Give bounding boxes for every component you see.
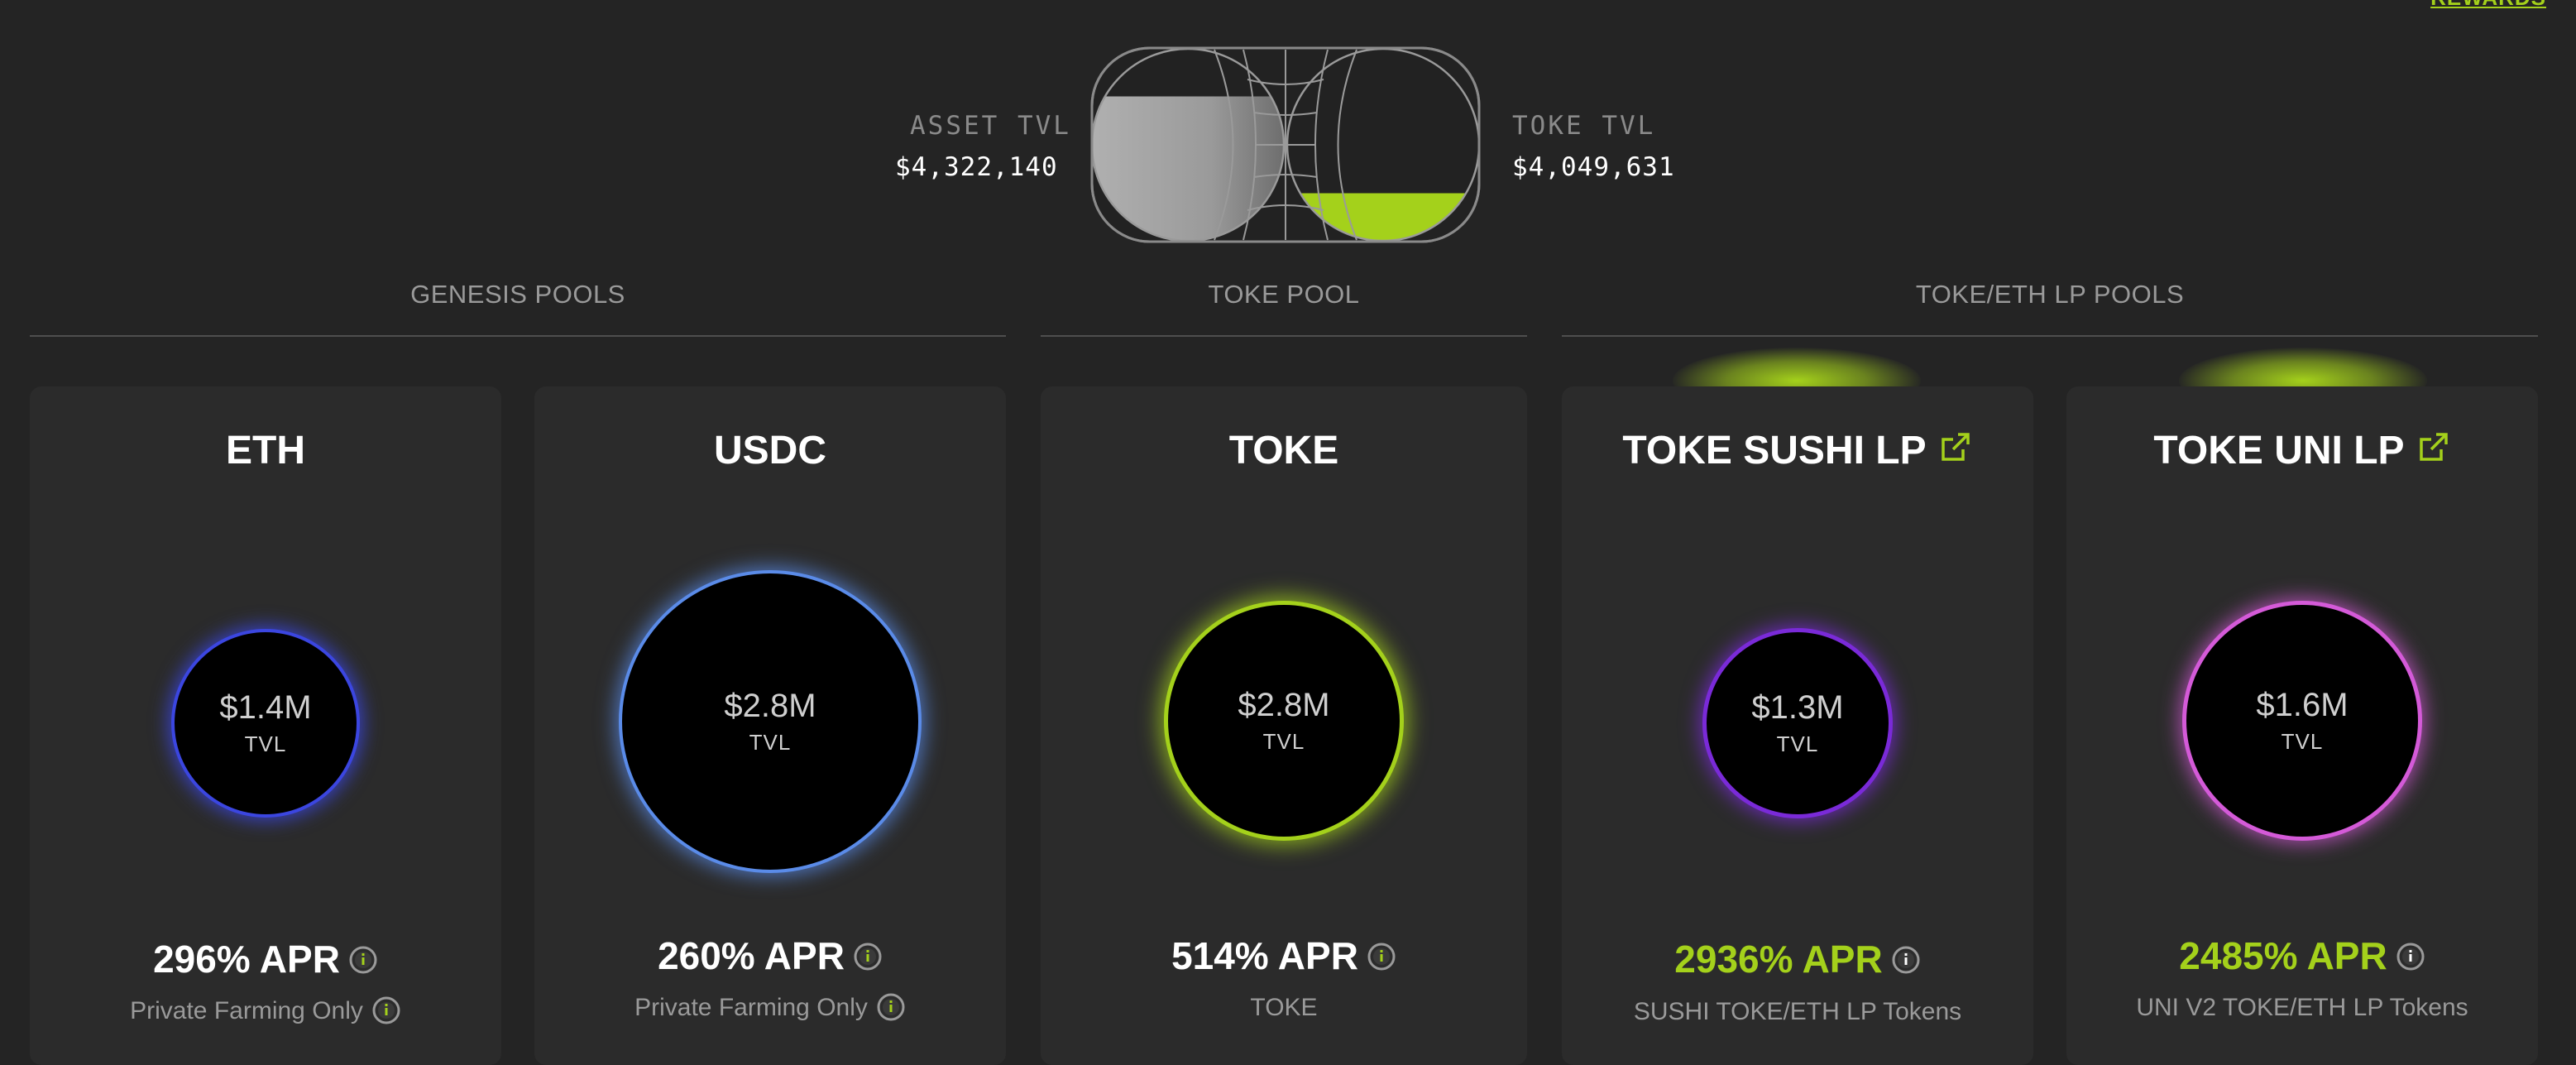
tvl-value: $1.6M — [2256, 687, 2349, 723]
apr-value: 260% APR — [534, 933, 1006, 978]
pool-title-text: TOKE SUSHI LP — [1622, 429, 1927, 473]
tvl-value: $2.8M — [1238, 687, 1330, 723]
info-icon[interactable] — [348, 945, 378, 975]
apr-text: 296% APR — [153, 938, 340, 981]
apr-text: 260% APR — [658, 934, 845, 977]
info-icon[interactable] — [1367, 942, 1396, 971]
pool-title: TOKE — [1228, 429, 1339, 473]
pool-note: Private Farming Only — [30, 995, 501, 1025]
external-link-icon[interactable] — [2416, 429, 2451, 464]
note-text: UNI V2 TOKE/ETH LP Tokens — [2136, 994, 2468, 1021]
apr-text: 2936% APR — [1674, 938, 1883, 981]
tvl-label: TVL — [2281, 729, 2324, 754]
pool-card-toke[interactable]: TOKE $2.8M TVL 514% APR TOKE — [1041, 386, 1527, 1065]
tvl-orb: $2.8M TVL — [1168, 605, 1400, 837]
info-icon[interactable] — [371, 995, 401, 1025]
apr-value: 2485% APR — [2066, 933, 2538, 978]
tvl-label: TVL — [749, 730, 792, 755]
section-divider — [1562, 335, 2538, 337]
toke-tvl-value: $4,049,631 — [1512, 152, 1675, 182]
section-divider — [1041, 335, 1527, 337]
apr-text: 514% APR — [1171, 934, 1358, 977]
asset-tvl-label: ASSET TVL — [910, 111, 1071, 141]
apr-value: 2936% APR — [1562, 937, 2033, 981]
info-icon[interactable] — [2396, 942, 2425, 971]
pool-card-usdc[interactable]: USDC $2.8M TVL 260% APR Private Farming … — [534, 386, 1006, 1065]
note-text: Private Farming Only — [634, 994, 868, 1021]
tvl-value: $1.4M — [219, 689, 312, 726]
section-divider — [30, 335, 1006, 337]
tvl-orb: $1.6M TVL — [2186, 605, 2418, 837]
tvl-label: TVL — [1262, 729, 1305, 754]
pool-note: SUSHI TOKE/ETH LP Tokens — [1562, 998, 2033, 1026]
section-title-toke-pool: TOKE POOL — [1208, 280, 1360, 309]
apr-value: 514% APR — [1041, 933, 1527, 978]
pool-note: UNI V2 TOKE/ETH LP Tokens — [2066, 994, 2538, 1022]
pool-title: TOKE UNI LP — [2066, 428, 2538, 473]
info-icon[interactable] — [1891, 945, 1921, 975]
tvl-orb: $1.4M TVL — [175, 632, 357, 814]
apr-value: 296% APR — [30, 937, 501, 981]
external-link-icon[interactable] — [1938, 429, 1973, 464]
pool-title: ETH — [226, 429, 305, 473]
pool-title-text: TOKE UNI LP — [2153, 429, 2405, 473]
pool-card-toke-sushi-lp[interactable]: TOKE SUSHI LP $1.3M TVL 2936% APR SUSHI … — [1562, 386, 2033, 1065]
pool-title: USDC — [713, 429, 826, 473]
pool-card-toke-uni-lp[interactable]: TOKE UNI LP $1.6M TVL 2485% APR UNI V2 T… — [2066, 386, 2538, 1065]
section-title-lp-pools: TOKE/ETH LP POOLS — [1915, 280, 2185, 309]
pool-note: Private Farming Only — [534, 992, 1006, 1022]
tvl-value: $2.8M — [724, 688, 816, 724]
pool-title: TOKE SUSHI LP — [1562, 428, 2033, 473]
info-icon[interactable] — [876, 992, 906, 1022]
pool-note: TOKE — [1041, 994, 1527, 1022]
tvl-orb: $1.3M TVL — [1707, 632, 1889, 814]
note-text: SUSHI TOKE/ETH LP Tokens — [1633, 998, 1962, 1025]
pool-card-eth[interactable]: ETH $1.4M TVL 296% APR Private Farming O… — [30, 386, 501, 1065]
tvl-value: $1.3M — [1751, 689, 1844, 726]
apr-text: 2485% APR — [2179, 934, 2387, 977]
section-title-genesis-pools: GENESIS POOLS — [410, 280, 625, 309]
note-text: TOKE — [1250, 994, 1318, 1021]
asset-tvl-value: $4,322,140 — [895, 152, 1058, 182]
tvl-label: TVL — [244, 732, 287, 756]
tvl-label: TVL — [1776, 732, 1819, 756]
info-icon[interactable] — [853, 942, 883, 971]
rewards-link[interactable]: REWARDS — [2430, 0, 2546, 11]
note-text: Private Farming Only — [130, 997, 363, 1024]
tvl-orb: $2.8M TVL — [622, 573, 918, 870]
tvl-balance-graphic — [1090, 46, 1481, 243]
toke-tvl-label: TOKE TVL — [1512, 111, 1656, 141]
